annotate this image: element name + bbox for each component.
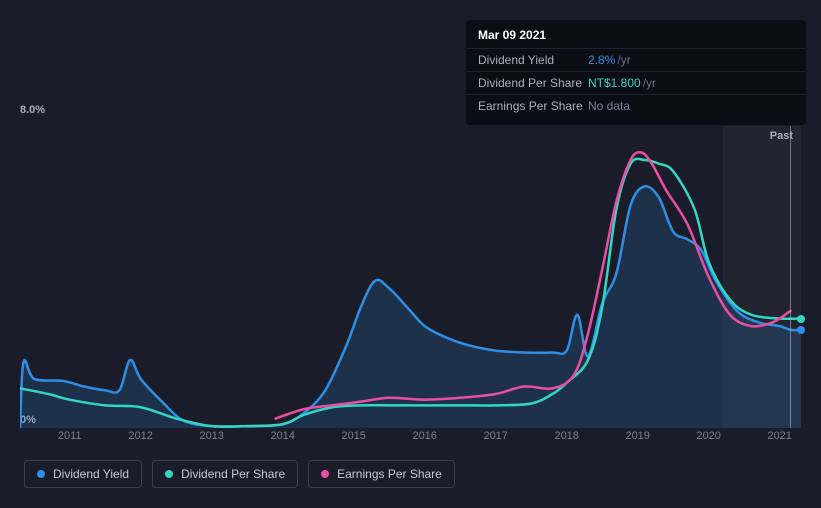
legend-dot — [165, 470, 173, 478]
tooltip-row: Dividend Yield2.8%/yr — [466, 48, 806, 71]
x-tick: 2015 — [341, 430, 365, 442]
tooltip-row-label: Dividend Yield — [478, 53, 588, 67]
x-tick: 2021 — [767, 430, 791, 442]
tooltip-row: Dividend Per ShareNT$1.800/yr — [466, 71, 806, 94]
x-tick: 2019 — [625, 430, 649, 442]
legend-label: Earnings Per Share — [337, 467, 442, 481]
x-axis: 2011 2012 2013 2014 2015 2016 2017 2018 2019 2020… — [20, 430, 801, 448]
x-tick: 2020 — [696, 430, 720, 442]
tooltip-row: Earnings Per ShareNo data — [466, 94, 806, 117]
x-tick: 2016 — [412, 430, 436, 442]
tooltip-row-unit: /yr — [617, 53, 630, 67]
tooltip-row-label: Dividend Per Share — [478, 76, 588, 90]
legend-dot — [37, 470, 45, 478]
tooltip-vertical-line — [790, 126, 791, 428]
x-tick: 2012 — [128, 430, 152, 442]
tooltip-row-label: Earnings Per Share — [478, 99, 588, 113]
dividend-chart: 8.0% 0% Past 201120122013201420152016201… — [20, 100, 801, 448]
y-axis-max: 8.0% — [20, 104, 45, 116]
x-tick: 2017 — [483, 430, 507, 442]
x-tick: 2011 — [58, 430, 82, 442]
legend-label: Dividend Per Share — [181, 467, 285, 481]
legend-item[interactable]: Dividend Per Share — [152, 460, 298, 488]
legend-item[interactable]: Earnings Per Share — [308, 460, 455, 488]
chart-tooltip: Mar 09 2021 Dividend Yield2.8%/yrDividen… — [466, 20, 806, 125]
x-tick: 2018 — [554, 430, 578, 442]
series-end-dot — [797, 315, 805, 323]
series-end-dot — [797, 326, 805, 334]
chart-legend: Dividend Yield Dividend Per Share Earnings… — [24, 460, 455, 488]
x-tick: 2013 — [199, 430, 223, 442]
tooltip-row-value: NT$1.800 — [588, 76, 641, 90]
legend-dot — [321, 470, 329, 478]
legend-item[interactable]: Dividend Yield — [24, 460, 142, 488]
tooltip-row-value: No data — [588, 99, 630, 113]
chart-plot[interactable] — [20, 126, 801, 428]
tooltip-row-unit: /yr — [643, 76, 656, 90]
x-tick: 2014 — [270, 430, 294, 442]
tooltip-date: Mar 09 2021 — [466, 28, 806, 48]
legend-label: Dividend Yield — [53, 467, 129, 481]
tooltip-row-value: 2.8% — [588, 53, 615, 67]
